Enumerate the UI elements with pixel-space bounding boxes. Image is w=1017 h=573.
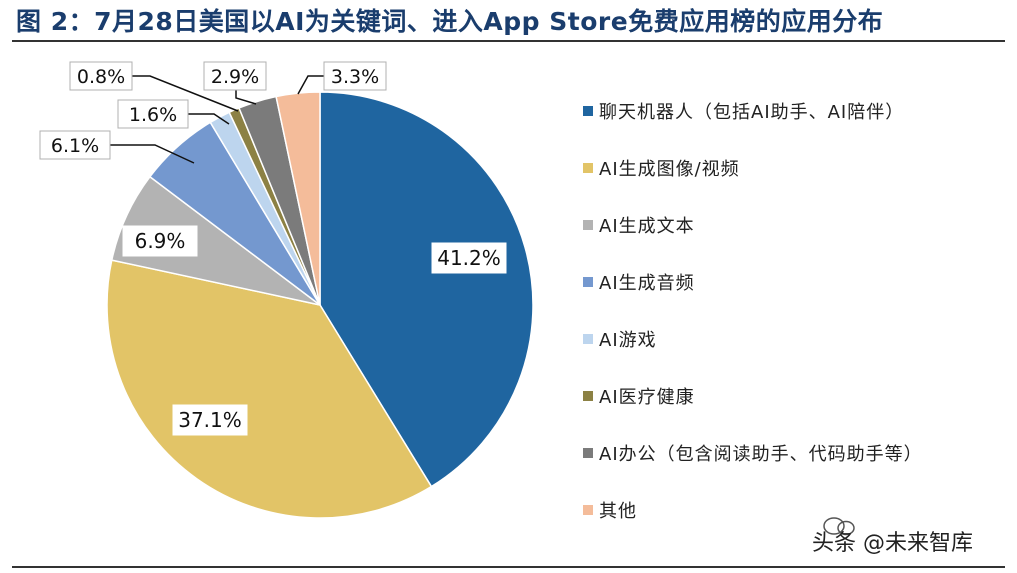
svg-text:2.9%: 2.9% bbox=[211, 66, 259, 88]
legend-label: AI办公（包含阅读助手、代码助手等） bbox=[599, 443, 923, 465]
data-label: 6.1% bbox=[39, 130, 111, 160]
legend-swatch bbox=[583, 162, 593, 173]
data-label: 2.9% bbox=[203, 61, 267, 91]
legend-label: AI医疗健康 bbox=[599, 386, 695, 408]
legend-item: AI医疗健康 bbox=[583, 367, 923, 424]
legend-label: 其他 bbox=[599, 500, 637, 522]
legend-item: AI办公（包含阅读助手、代码助手等） bbox=[583, 424, 923, 481]
data-label: 0.8% bbox=[69, 61, 133, 91]
svg-text:41.2%: 41.2% bbox=[437, 246, 501, 270]
svg-text:37.1%: 37.1% bbox=[178, 408, 242, 432]
pie-slice bbox=[319, 91, 534, 488]
legend-swatch bbox=[583, 333, 593, 344]
legend-label: AI生成图像/视频 bbox=[599, 158, 740, 180]
legend-item: AI生成图像/视频 bbox=[583, 139, 923, 196]
legend-item: 其他 bbox=[583, 481, 923, 538]
data-label: 41.2% bbox=[431, 242, 507, 274]
legend-label: 聊天机器人（包括AI助手、AI陪伴） bbox=[599, 101, 905, 123]
legend-swatch bbox=[583, 504, 593, 515]
leader-line bbox=[235, 90, 257, 105]
svg-text:0.8%: 0.8% bbox=[77, 66, 125, 88]
legend-swatch bbox=[583, 276, 593, 287]
watermark: 头条 @未来智库 bbox=[812, 531, 973, 556]
svg-text:6.9%: 6.9% bbox=[135, 229, 186, 253]
legend-item: AI生成文本 bbox=[583, 196, 923, 253]
pie-slice bbox=[106, 259, 433, 519]
leader-line bbox=[297, 75, 324, 95]
watermark-logo-icon bbox=[823, 517, 855, 536]
legend-item: AI游戏 bbox=[583, 310, 923, 367]
data-label: 6.9% bbox=[122, 225, 198, 257]
legend-swatch bbox=[583, 105, 593, 116]
legend-label: AI生成音频 bbox=[599, 272, 695, 294]
title-divider bbox=[12, 40, 1005, 42]
data-label: 37.1% bbox=[172, 404, 248, 436]
legend-swatch bbox=[583, 447, 593, 458]
data-label: 1.6% bbox=[117, 99, 189, 129]
legend-item: AI生成音频 bbox=[583, 253, 923, 310]
legend-item: 聊天机器人（包括AI助手、AI陪伴） bbox=[583, 82, 923, 139]
chart-legend: 聊天机器人（包括AI助手、AI陪伴） AI生成图像/视频 AI生成文本 AI生成音频 A… bbox=[583, 82, 923, 538]
data-label: 3.3% bbox=[323, 61, 387, 91]
leader-line bbox=[110, 144, 195, 164]
legend-label: AI游戏 bbox=[599, 329, 657, 351]
leader-line bbox=[132, 75, 239, 112]
bottom-divider bbox=[12, 566, 1005, 568]
svg-text:1.6%: 1.6% bbox=[129, 104, 177, 126]
legend-label: AI生成文本 bbox=[599, 215, 695, 237]
leader-line bbox=[188, 113, 230, 125]
svg-text:3.3%: 3.3% bbox=[331, 66, 379, 88]
legend-swatch bbox=[583, 390, 593, 401]
chart-title: 图 2：7月28日美国以AI为关键词、进入App Store免费应用榜的应用分布 bbox=[16, 7, 884, 36]
legend-swatch bbox=[583, 219, 593, 230]
svg-text:6.1%: 6.1% bbox=[51, 135, 99, 157]
